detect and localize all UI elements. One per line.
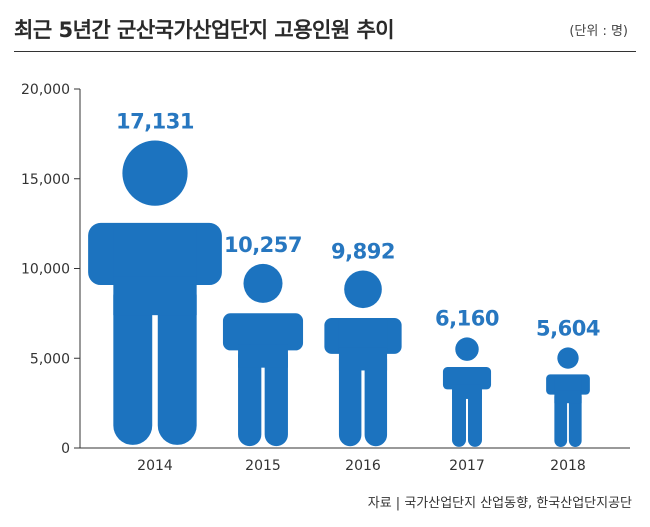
figure-hip xyxy=(554,390,582,404)
figure-head xyxy=(243,263,283,303)
value-label-2014: 17,131 xyxy=(116,109,194,133)
bar-figure-2015: 10,257 xyxy=(222,233,304,447)
value-label-2017: 6,160 xyxy=(435,306,499,330)
bar-figure-2018: 5,604 xyxy=(536,316,600,447)
x-tick-label: 2017 xyxy=(449,458,485,474)
source-note: 자료 | 국가산업단지 산업동향, 한국산업단지공단 xyxy=(367,496,632,511)
title-divider xyxy=(14,51,636,52)
unit-label: (단위 : 명) xyxy=(569,24,628,39)
bar-figure-2017: 6,160 xyxy=(435,306,499,447)
y-tick-label: 20,000 xyxy=(21,82,70,98)
figure-body xyxy=(452,368,482,388)
figure-head xyxy=(122,140,188,206)
figure-left-leg xyxy=(452,384,467,447)
x-axis-ticks: 2014 2015 2016 2017 2018 xyxy=(137,458,586,474)
figure-hip xyxy=(452,384,482,399)
figure-body xyxy=(338,319,388,351)
figure-right-leg xyxy=(157,276,197,445)
y-tick-label: 10,000 xyxy=(21,262,70,278)
x-tick-label: 2015 xyxy=(245,458,281,474)
figure-body xyxy=(238,314,288,348)
figure-hip xyxy=(338,347,388,371)
figure-head xyxy=(557,347,579,369)
value-label-2015: 10,257 xyxy=(224,233,302,257)
y-axis-ticks: 0 5,000 10,000 15,000 20,000 xyxy=(21,82,80,457)
y-tick-label: 15,000 xyxy=(21,172,70,188)
figure-left-leg xyxy=(238,344,262,447)
figure-right-leg xyxy=(264,344,288,447)
data-marks: 17,131 10,257 9,892 6,160 5,604 xyxy=(88,109,600,447)
value-label-2016: 9,892 xyxy=(331,239,395,263)
chart-title: 최근 5년간 군산국가산업단지 고용인원 추이 xyxy=(14,18,395,42)
bar-figure-2016: 9,892 xyxy=(324,239,402,447)
figure-head xyxy=(344,270,382,309)
figure-left-leg xyxy=(554,390,568,447)
x-tick-label: 2018 xyxy=(550,458,586,474)
figure-right-leg xyxy=(467,384,482,447)
y-tick-label: 0 xyxy=(61,441,70,457)
figure-left-leg xyxy=(113,276,153,445)
y-tick-label: 5,000 xyxy=(30,351,70,367)
figure-body xyxy=(113,223,197,280)
x-tick-label: 2016 xyxy=(345,458,381,474)
figure-hip xyxy=(238,344,288,368)
figure-head xyxy=(455,337,479,361)
figure-hip xyxy=(113,276,197,316)
figure-body xyxy=(554,375,582,394)
bar-figure-2014: 17,131 xyxy=(88,109,222,445)
x-tick-label: 2014 xyxy=(137,458,173,474)
value-label-2018: 5,604 xyxy=(536,316,600,340)
figure-right-leg xyxy=(568,390,582,447)
figure-right-leg xyxy=(364,347,388,447)
figure-left-leg xyxy=(338,347,362,447)
